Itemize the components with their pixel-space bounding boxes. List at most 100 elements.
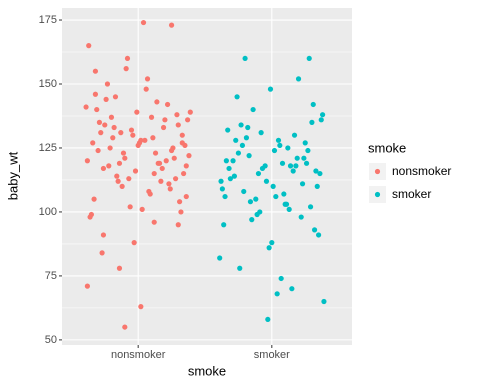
point xyxy=(122,155,128,161)
point xyxy=(321,298,327,305)
point xyxy=(317,170,323,177)
point xyxy=(99,250,105,256)
y-tick-label: 175 xyxy=(39,14,57,26)
point xyxy=(234,94,240,100)
point xyxy=(151,219,157,225)
y-tick-label: 150 xyxy=(39,78,57,90)
point xyxy=(174,112,180,118)
point xyxy=(110,135,116,141)
point xyxy=(172,176,179,182)
x-tick-label: nonsmoker xyxy=(111,349,166,361)
point xyxy=(108,114,115,120)
point xyxy=(277,142,283,149)
point xyxy=(231,173,237,179)
point xyxy=(254,211,260,218)
point xyxy=(175,222,181,228)
point xyxy=(270,183,276,189)
x-tick-label: smoker xyxy=(254,349,290,361)
point xyxy=(309,119,315,125)
point xyxy=(131,240,137,246)
point xyxy=(167,186,173,192)
point xyxy=(299,181,306,187)
point xyxy=(290,168,296,174)
point xyxy=(310,101,316,108)
x-axis-title: smoke xyxy=(188,363,226,378)
point xyxy=(152,150,159,156)
point xyxy=(219,186,225,192)
point xyxy=(83,104,89,110)
point xyxy=(243,135,250,141)
point xyxy=(128,127,135,133)
point xyxy=(181,170,187,177)
point xyxy=(218,178,224,184)
point xyxy=(249,217,255,223)
point xyxy=(245,124,251,131)
point xyxy=(265,316,271,323)
point xyxy=(242,55,248,62)
point xyxy=(140,19,147,26)
point xyxy=(250,106,256,113)
point xyxy=(170,145,176,151)
point xyxy=(230,158,236,164)
point xyxy=(103,96,109,102)
point xyxy=(91,196,97,202)
point xyxy=(295,76,302,82)
point xyxy=(227,176,233,182)
point xyxy=(258,130,264,136)
point xyxy=(253,196,259,202)
point xyxy=(175,122,181,128)
point xyxy=(164,101,171,108)
point xyxy=(120,150,127,156)
point xyxy=(306,55,312,62)
point xyxy=(90,140,96,146)
point xyxy=(179,140,185,146)
point xyxy=(122,324,128,330)
point xyxy=(151,170,157,177)
point xyxy=(293,163,299,169)
point xyxy=(116,160,123,166)
point xyxy=(92,91,99,97)
point xyxy=(186,153,192,159)
point xyxy=(285,145,291,151)
point xyxy=(135,142,141,149)
point xyxy=(278,275,284,282)
point xyxy=(255,170,262,177)
point xyxy=(106,163,112,169)
point xyxy=(187,109,193,115)
point xyxy=(100,232,107,238)
point xyxy=(155,160,161,166)
point xyxy=(154,99,160,105)
point xyxy=(86,43,92,49)
point xyxy=(94,106,100,113)
plot-panel xyxy=(62,8,352,345)
point xyxy=(273,193,279,200)
point xyxy=(84,158,90,164)
legend-marker xyxy=(374,191,381,198)
point xyxy=(96,119,103,125)
point xyxy=(263,178,270,184)
point xyxy=(171,155,177,161)
point xyxy=(235,150,242,156)
point xyxy=(286,206,292,212)
point xyxy=(88,211,95,218)
point xyxy=(298,214,304,220)
point xyxy=(266,245,272,251)
legend-title: smoke xyxy=(368,140,406,155)
point xyxy=(98,130,104,136)
point xyxy=(116,265,123,271)
point xyxy=(177,199,183,205)
point xyxy=(307,204,314,210)
y-tick-label: 75 xyxy=(45,270,57,282)
point xyxy=(179,132,185,138)
point xyxy=(158,178,164,184)
point xyxy=(92,68,99,74)
point xyxy=(183,163,189,169)
point xyxy=(259,165,266,172)
point xyxy=(104,81,111,87)
point xyxy=(143,86,149,92)
point xyxy=(123,66,129,72)
point xyxy=(311,227,318,233)
y-tick-label: 125 xyxy=(39,142,57,154)
point xyxy=(166,181,172,187)
